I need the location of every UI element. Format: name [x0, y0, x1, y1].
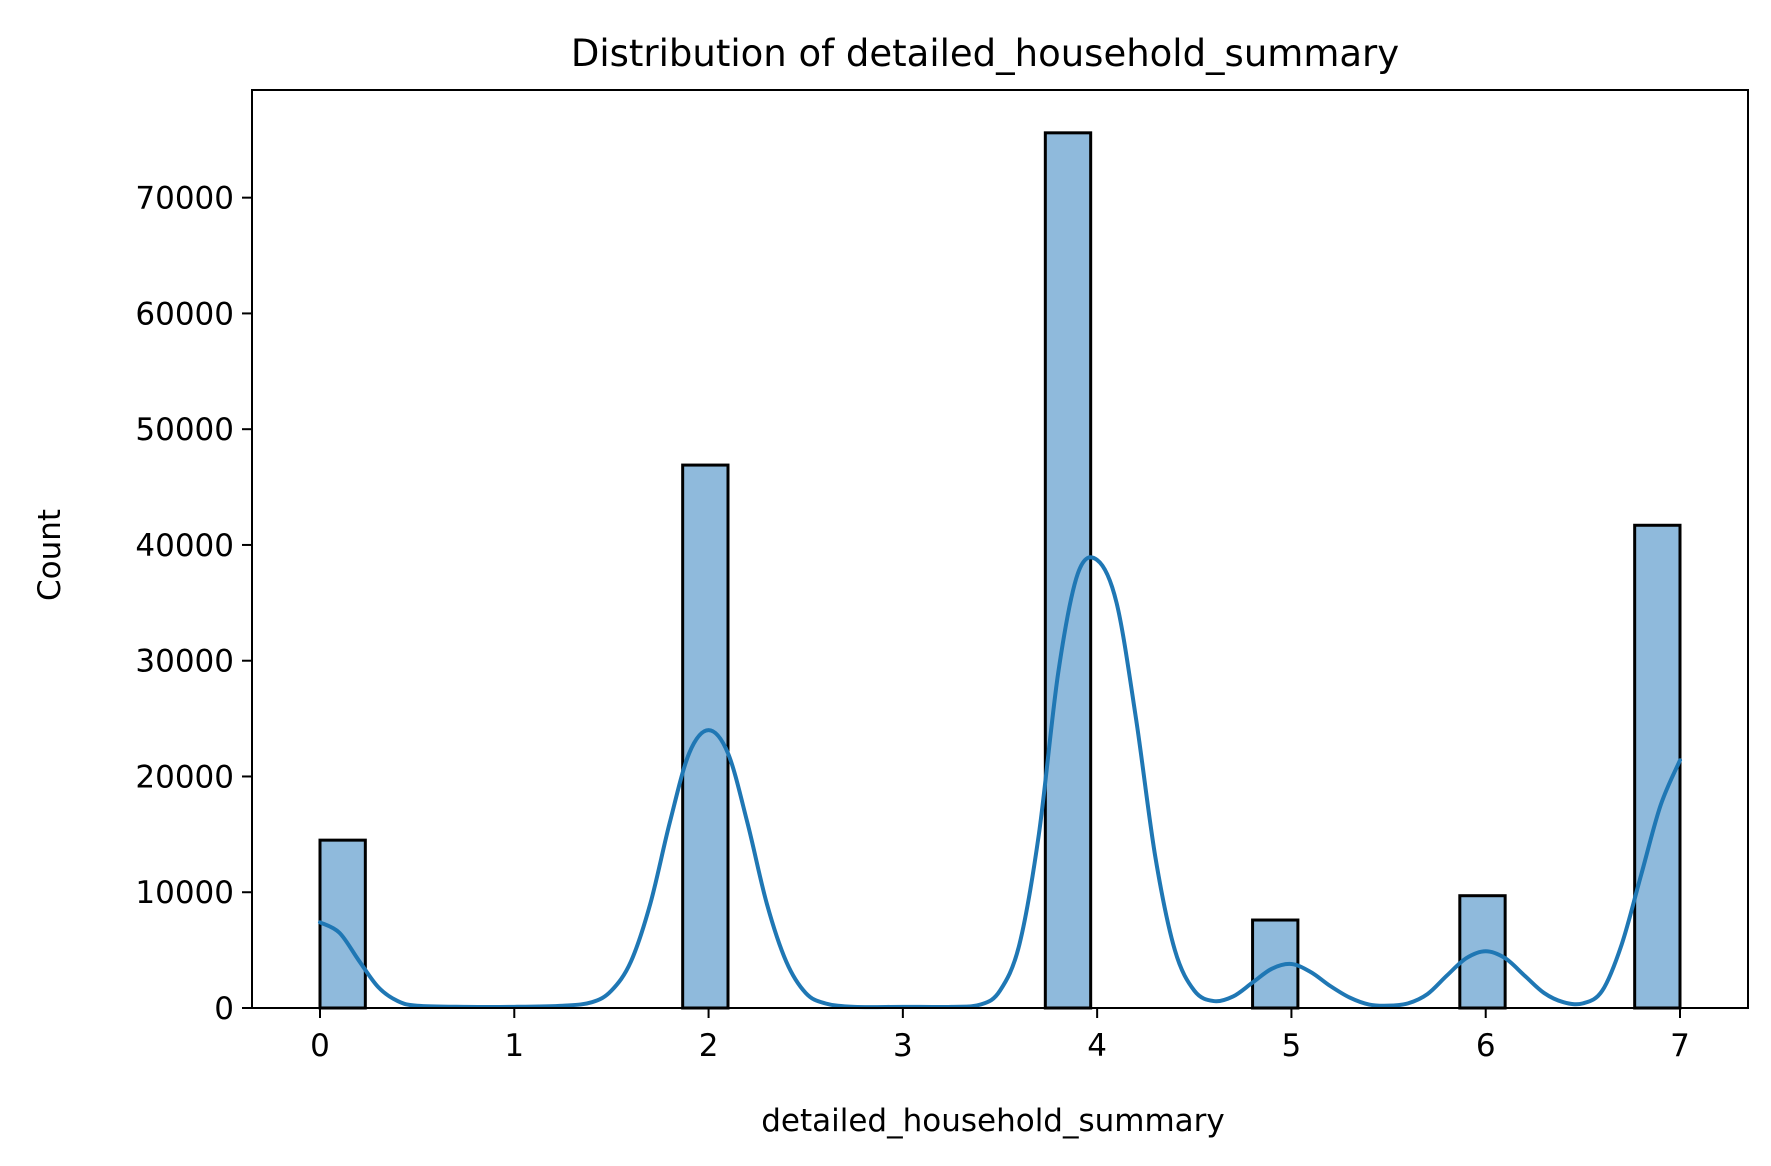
y-tick-label: 0: [214, 991, 234, 1027]
x-tick-label: 2: [699, 1028, 719, 1064]
y-axis-label: Count: [32, 509, 68, 601]
x-tick-label: 6: [1476, 1028, 1496, 1064]
y-tick-label: 20000: [135, 759, 234, 795]
x-tick-label: 0: [310, 1028, 330, 1064]
y-tick-label: 60000: [135, 296, 234, 332]
x-axis-ticks: 0 1 2 3 4 5 6 7: [310, 1008, 1690, 1064]
y-tick-label: 40000: [135, 528, 234, 564]
x-axis-label: detailed_household_summary: [761, 1103, 1225, 1139]
histogram-bar-5: [1633, 523, 1682, 1010]
histogram-bar-2: [1043, 131, 1093, 1010]
y-tick-label: 10000: [135, 875, 234, 911]
chart-title: Distribution of detailed_household_summa…: [571, 32, 1399, 75]
y-tick-label: 30000: [135, 644, 234, 680]
x-tick-label: 5: [1282, 1028, 1302, 1064]
kde-curve: [318, 555, 1682, 1010]
y-axis-ticks: 0 10000 20000 30000 40000 50000 60000 70000: [135, 181, 252, 1027]
x-tick-label: 1: [504, 1028, 524, 1064]
y-tick-label: 70000: [135, 181, 234, 217]
x-tick-label: 7: [1670, 1028, 1690, 1064]
x-tick-label: 3: [893, 1028, 913, 1064]
y-tick-label: 50000: [135, 412, 234, 448]
plot-frame: [251, 89, 1749, 1009]
bars-group: [318, 131, 1682, 1010]
x-tick-label: 4: [1087, 1028, 1107, 1064]
